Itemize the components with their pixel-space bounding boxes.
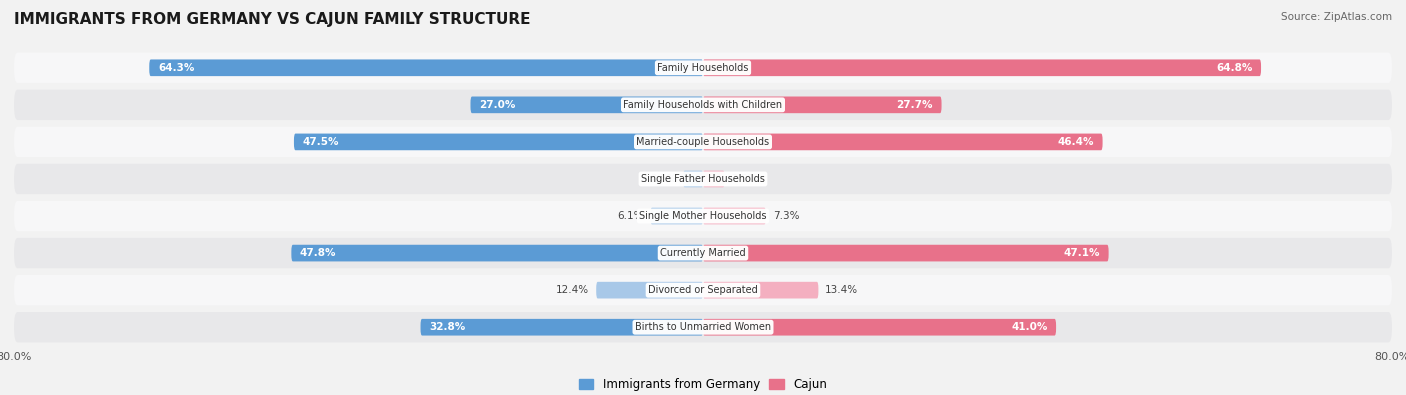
- FancyBboxPatch shape: [703, 282, 818, 299]
- FancyBboxPatch shape: [703, 96, 942, 113]
- Text: 27.7%: 27.7%: [897, 100, 934, 110]
- FancyBboxPatch shape: [703, 208, 766, 224]
- Text: 32.8%: 32.8%: [429, 322, 465, 332]
- FancyBboxPatch shape: [471, 96, 703, 113]
- FancyBboxPatch shape: [14, 164, 1392, 194]
- Text: Currently Married: Currently Married: [661, 248, 745, 258]
- FancyBboxPatch shape: [14, 90, 1392, 120]
- Text: Source: ZipAtlas.com: Source: ZipAtlas.com: [1281, 12, 1392, 22]
- Legend: Immigrants from Germany, Cajun: Immigrants from Germany, Cajun: [575, 373, 831, 395]
- Text: 13.4%: 13.4%: [825, 285, 859, 295]
- FancyBboxPatch shape: [703, 319, 1056, 336]
- FancyBboxPatch shape: [14, 53, 1392, 83]
- Text: 12.4%: 12.4%: [557, 285, 589, 295]
- Text: 7.3%: 7.3%: [773, 211, 799, 221]
- Text: 41.0%: 41.0%: [1011, 322, 1047, 332]
- Text: Single Mother Households: Single Mother Households: [640, 211, 766, 221]
- Text: Births to Unmarried Women: Births to Unmarried Women: [636, 322, 770, 332]
- Text: 2.3%: 2.3%: [650, 174, 676, 184]
- FancyBboxPatch shape: [14, 238, 1392, 268]
- Text: 6.1%: 6.1%: [617, 211, 644, 221]
- FancyBboxPatch shape: [291, 245, 703, 261]
- Text: 2.5%: 2.5%: [731, 174, 758, 184]
- Text: 64.8%: 64.8%: [1216, 63, 1253, 73]
- Text: Married-couple Households: Married-couple Households: [637, 137, 769, 147]
- FancyBboxPatch shape: [703, 134, 1102, 150]
- Text: 27.0%: 27.0%: [479, 100, 516, 110]
- FancyBboxPatch shape: [14, 201, 1392, 231]
- Text: 46.4%: 46.4%: [1057, 137, 1094, 147]
- FancyBboxPatch shape: [294, 134, 703, 150]
- FancyBboxPatch shape: [596, 282, 703, 299]
- Text: IMMIGRANTS FROM GERMANY VS CAJUN FAMILY STRUCTURE: IMMIGRANTS FROM GERMANY VS CAJUN FAMILY …: [14, 12, 530, 27]
- Text: Family Households with Children: Family Households with Children: [623, 100, 783, 110]
- FancyBboxPatch shape: [703, 59, 1261, 76]
- Text: 64.3%: 64.3%: [157, 63, 194, 73]
- Text: Single Father Households: Single Father Households: [641, 174, 765, 184]
- Text: 47.1%: 47.1%: [1063, 248, 1099, 258]
- FancyBboxPatch shape: [14, 127, 1392, 157]
- Text: 47.5%: 47.5%: [302, 137, 339, 147]
- Text: 47.8%: 47.8%: [299, 248, 336, 258]
- FancyBboxPatch shape: [683, 171, 703, 187]
- FancyBboxPatch shape: [14, 275, 1392, 305]
- FancyBboxPatch shape: [703, 171, 724, 187]
- FancyBboxPatch shape: [703, 245, 1108, 261]
- Text: Divorced or Separated: Divorced or Separated: [648, 285, 758, 295]
- FancyBboxPatch shape: [651, 208, 703, 224]
- Text: Family Households: Family Households: [658, 63, 748, 73]
- FancyBboxPatch shape: [14, 312, 1392, 342]
- FancyBboxPatch shape: [420, 319, 703, 336]
- FancyBboxPatch shape: [149, 59, 703, 76]
